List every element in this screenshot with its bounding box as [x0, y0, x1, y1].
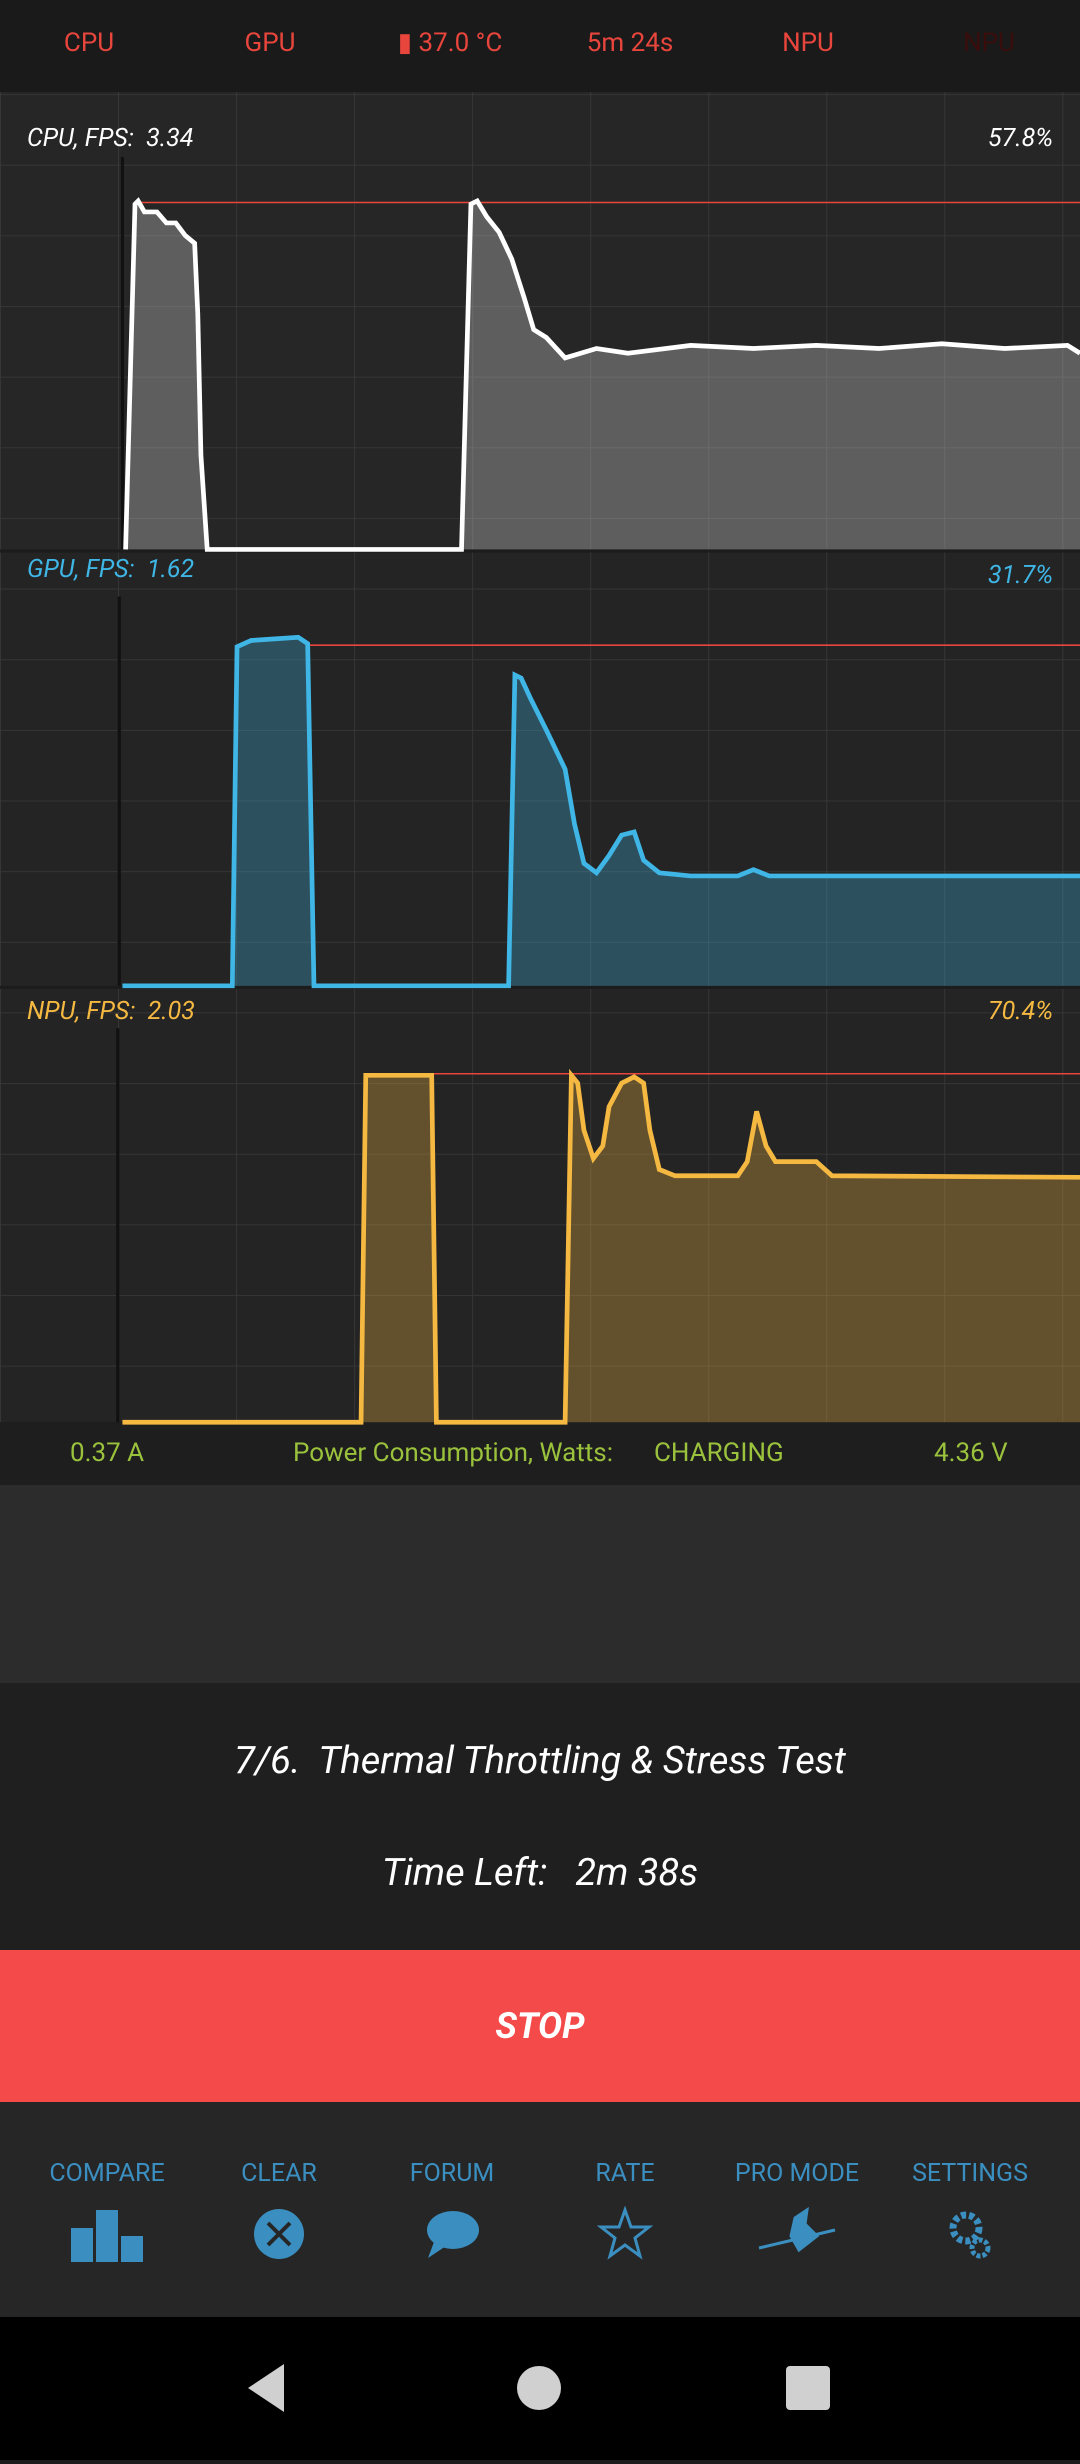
graphs	[0, 92, 1080, 1485]
nav-pro-mode[interactable]: PRO MODE	[711, 2102, 883, 2317]
status-item: CPU	[63, 28, 115, 58]
nav-label: PRO MODE	[734, 2159, 860, 2188]
nav-forum[interactable]: FORUM	[366, 2102, 538, 2317]
system-nav-icons	[248, 2364, 830, 2412]
time-label: Time Left:	[381, 1851, 548, 1895]
nav-rate[interactable]: RATE	[539, 2102, 711, 2317]
power-voltage: 4.36 V	[934, 1438, 1008, 1468]
icon	[427, 2211, 479, 2258]
icon	[71, 2210, 143, 2262]
fps: 1.62	[146, 555, 195, 584]
stop-label: STOP	[495, 2005, 585, 2047]
power-current: 0.37 A	[70, 1438, 145, 1468]
power-status: CHARGING	[654, 1438, 784, 1468]
icon	[758, 2206, 836, 2253]
icon	[254, 2209, 304, 2259]
icon	[949, 2211, 991, 2259]
nav-label: CLEAR	[241, 2159, 317, 2188]
percent: 31.7%	[987, 561, 1053, 590]
graph-name: CPU, FPS:	[27, 124, 134, 153]
home[interactable]	[517, 2366, 561, 2410]
system-nav	[0, 2317, 1080, 2460]
fps: 3.34	[146, 124, 194, 153]
nav-compare[interactable]: COMPARE	[21, 2102, 193, 2317]
nav-label: FORUM	[409, 2159, 495, 2188]
nav-label: RATE	[595, 2159, 655, 2188]
stop-button[interactable]: STOP	[0, 1950, 1080, 2102]
power-label: Power Consumption, Watts:	[293, 1438, 614, 1468]
back[interactable]	[248, 2364, 284, 2412]
percent: 57.8%	[987, 124, 1053, 153]
toolbar	[0, 2102, 1080, 2317]
status-item: ▮ 37.0 °C	[397, 28, 503, 58]
nav-label: COMPARE	[49, 2159, 165, 2188]
status-item: NPU	[782, 28, 834, 58]
status-item: NPU	[963, 28, 1015, 58]
test-title: 7/6. Thermal Throttling & Stress Test	[234, 1739, 846, 1783]
test-panel: 7/6. Thermal Throttling & Stress Test Ti…	[0, 1683, 1080, 1950]
status-item: GPU	[244, 28, 296, 58]
percent: 70.4%	[987, 997, 1053, 1026]
status-bar	[0, 0, 1080, 92]
graph-name: NPU, FPS:	[27, 997, 136, 1026]
status-item: 5m 24s	[586, 28, 674, 58]
recents[interactable]	[786, 2366, 830, 2410]
graph-label: NPU, FPS: 2.03	[27, 997, 195, 1026]
icon	[597, 2206, 653, 2260]
nav-label: SETTINGS	[912, 2159, 1028, 2188]
graph-name: GPU, FPS:	[27, 555, 135, 584]
nav-clear[interactable]: CLEAR	[193, 2102, 365, 2317]
graph-label: GPU, FPS: 1.62	[27, 555, 194, 584]
nav-settings[interactable]: SETTINGS	[884, 2102, 1056, 2317]
status-text: 37.0 °C	[418, 28, 503, 58]
fps: 2.03	[147, 997, 195, 1026]
spacer	[0, 1485, 1080, 1683]
time-value: 2m 38s	[575, 1851, 699, 1895]
time-left: Time Left: 2m 38s	[0, 1851, 1080, 1895]
graph-label: CPU, FPS: 3.34	[27, 124, 193, 153]
